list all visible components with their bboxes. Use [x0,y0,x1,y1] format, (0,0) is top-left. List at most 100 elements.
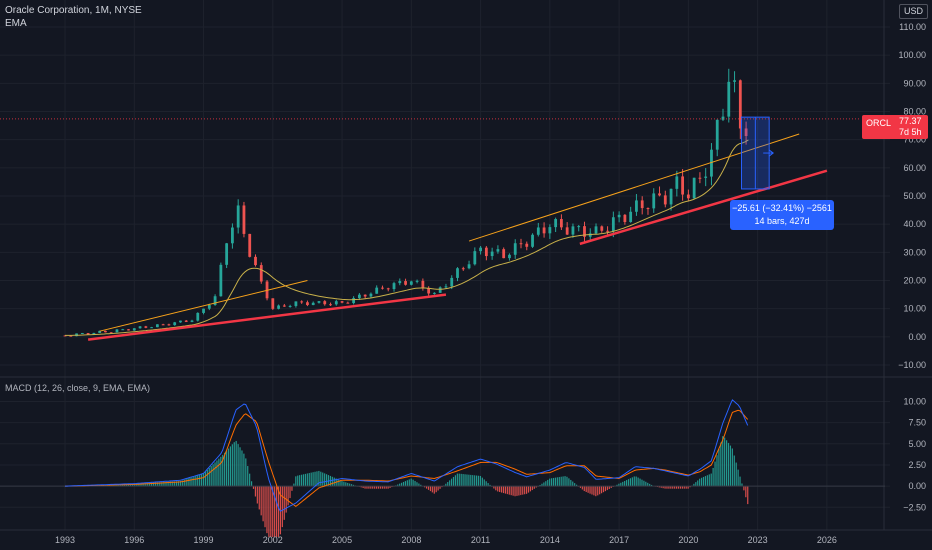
macd-histogram-bar [468,474,470,487]
macd-histogram-bar [239,447,241,487]
candle-body [467,264,471,269]
candle-body [196,312,200,321]
macd-histogram-bar [402,481,405,487]
candle-body [588,233,592,237]
macd-histogram-bar [283,486,285,520]
candle-body [565,227,569,235]
macd-histogram-bar [512,486,514,496]
price-tick-10: 10.00 [903,304,926,314]
candle-body [577,226,581,228]
macd-histogram-bar [193,476,195,487]
macd-histogram-bar [299,475,301,487]
candle-body [479,247,482,252]
macd-histogram-bar [647,482,649,487]
macd-histogram-bar [689,486,691,488]
macd-tick-0: 10.00 [903,396,926,406]
macd-histogram-bar [681,486,683,489]
measure-change: −25.61 (−32.41%) −2561 [732,203,832,213]
macd-tick-1: 7.50 [908,418,926,428]
ema-indicator-label[interactable]: EMA [5,18,27,29]
candle-body [323,301,327,305]
macd-histogram-bar [664,486,666,489]
macd-histogram-bar [149,482,151,487]
macd-indicator-label[interactable]: MACD (12, 26, close, 9, EMA, EMA) [5,383,151,393]
macd-histogram-bar [275,486,278,537]
macd-histogram-bar [249,473,251,487]
macd-histogram-bar [602,486,605,493]
macd-histogram-bar [256,486,258,504]
candle-body [450,277,454,287]
macd-histogram-bar [325,474,328,487]
price-tick-4: 70.00 [903,135,926,145]
candle-body [606,230,609,232]
candle-body [109,332,113,334]
macd-histogram-bar [300,474,303,487]
macd-histogram-bar [545,481,547,487]
macd-histogram-bar [547,479,549,487]
price-tick-9: 20.00 [903,276,926,286]
macd-histogram-bar [529,486,532,492]
price-tick-7: 40.00 [903,219,926,229]
candle-body [144,326,148,328]
time-axis[interactable]: 1993 1996 1999 2002 2005 2008 2011 2014 2017 2020… [55,535,837,545]
candle-body [490,251,494,257]
candle-body [277,305,280,309]
candle-body [421,280,425,289]
macd-histogram-bar [560,476,562,487]
macd-histogram-bar [466,474,468,487]
macd-histogram-bar [431,486,433,493]
macd-histogram-bar [383,486,385,489]
macd-histogram-bar [704,476,707,487]
candle-body [698,177,702,179]
macd-line [65,399,749,512]
trendline-0 [87,293,447,341]
macd-histogram-bar [635,476,637,487]
macd-histogram-bar [147,482,149,487]
macd-histogram-bar [168,481,170,487]
symbol-title[interactable]: Oracle Corporation, 1M, NYSE [5,5,142,16]
candle-body [282,305,286,307]
candle-body [248,233,252,257]
macd-histogram-bar [587,486,589,493]
candle-body [404,281,407,285]
macd-histogram-bar [331,476,333,487]
macd-histogram-bar [727,442,730,487]
macd-histogram-bar [629,478,632,487]
macd-histogram-bar [137,483,139,487]
macd-histogram-bar [731,448,733,487]
macd-histogram-bar [318,470,320,487]
macd-histogram-bar [456,473,458,487]
drawing-annotations[interactable] [87,116,828,341]
ema-line [65,139,749,336]
macd-histogram-bar [295,476,297,487]
candle-body [300,301,304,303]
macd-histogram-bar [641,479,643,487]
macd-histogram-bar [606,486,608,491]
candle-body [571,226,575,235]
macd-axis[interactable]: 10.00 7.50 5.00 2.50 0.00 −2.50 [903,396,926,512]
macd-histogram-bar [729,445,732,487]
candle-body [271,298,275,309]
macd-histogram-bar [152,482,155,487]
macd-histogram-bar [406,480,408,487]
macd-histogram-bar [608,486,610,490]
macd-histogram-bar [479,475,482,487]
time-tick-10: 2023 [748,535,768,545]
time-tick-11: 2026 [817,535,837,545]
macd-histogram-bar [583,486,585,492]
macd-histogram-bar [685,486,687,489]
candle-body [733,80,736,82]
candle-body [121,329,125,331]
macd-histogram-bar [718,448,720,487]
macd-histogram-bar [197,475,199,487]
price-axis[interactable]: 110.00 100.00 90.00 80.00 70.00 60.00 50.00 40.… [898,22,926,370]
measure-tooltip: −25.61 (−32.41%) −2561 14 bars, 427d [730,200,834,230]
macd-histogram-bar [493,486,495,489]
time-tick-1: 1996 [124,535,144,545]
macd-histogram-bar [399,483,401,487]
macd-histogram-bar [712,467,714,487]
price-tag-symbol: ORCL [866,118,892,128]
macd-histogram-bar [699,478,701,487]
macd-histogram-bar [520,486,522,496]
currency-badge[interactable]: USD [899,4,928,19]
